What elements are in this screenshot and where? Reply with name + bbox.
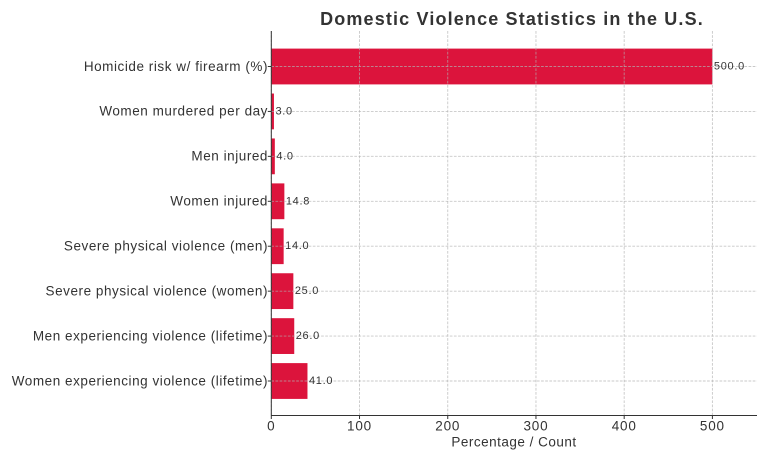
svg-text:100: 100 xyxy=(347,418,372,433)
svg-text:200: 200 xyxy=(435,418,460,433)
svg-text:4.0: 4.0 xyxy=(276,150,293,162)
svg-text:41.0: 41.0 xyxy=(309,375,333,387)
svg-text:Severe physical violence (men): Severe physical violence (men) xyxy=(64,239,268,254)
svg-text:Severe physical violence (wome: Severe physical violence (women) xyxy=(46,283,268,298)
svg-text:Women experiencing violence (l: Women experiencing violence (lifetime) xyxy=(12,373,268,388)
svg-text:26.0: 26.0 xyxy=(296,330,320,342)
svg-text:0: 0 xyxy=(267,418,275,433)
svg-text:Homicide risk w/ firearm (%): Homicide risk w/ firearm (%) xyxy=(84,59,268,74)
svg-text:400: 400 xyxy=(612,418,637,433)
svg-text:Women injured: Women injured xyxy=(170,194,268,209)
svg-text:Men injured: Men injured xyxy=(191,149,268,164)
svg-text:Domestic Violence Statistics i: Domestic Violence Statistics in the U.S. xyxy=(320,9,704,29)
svg-text:500: 500 xyxy=(700,418,725,433)
svg-text:Percentage / Count: Percentage / Count xyxy=(451,435,576,450)
svg-text:500.0: 500.0 xyxy=(714,61,745,73)
svg-text:25.0: 25.0 xyxy=(295,285,319,297)
svg-text:Men experiencing violence (lif: Men experiencing violence (lifetime) xyxy=(33,328,268,343)
svg-text:14.8: 14.8 xyxy=(286,195,310,207)
svg-text:300: 300 xyxy=(523,418,548,433)
svg-text:3.0: 3.0 xyxy=(275,105,292,117)
svg-text:14.0: 14.0 xyxy=(285,240,309,252)
svg-text:Women murdered per day: Women murdered per day xyxy=(99,104,268,119)
